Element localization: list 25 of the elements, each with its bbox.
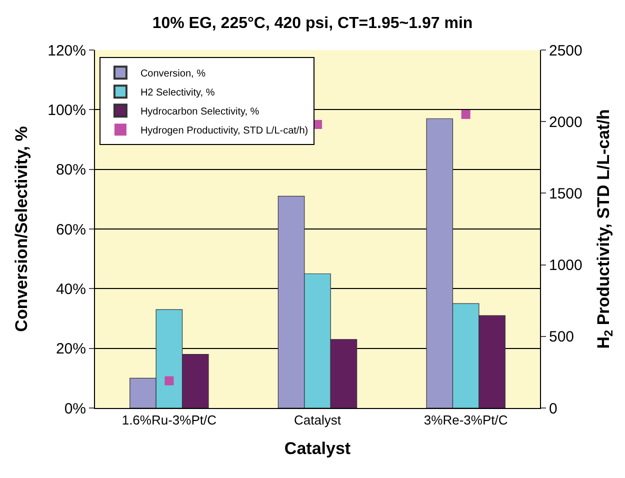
y-tick-label: 60% bbox=[56, 221, 86, 238]
y-tick-label: 0% bbox=[64, 400, 86, 418]
x-tick-label: Catalyst bbox=[294, 412, 342, 428]
x-axis-title: Catalyst bbox=[284, 439, 351, 458]
legend-label: Hydrocarbon Selectivity, % bbox=[140, 106, 260, 118]
y2-tick-label: 0 bbox=[549, 400, 558, 418]
y2-tick-label: 500 bbox=[549, 328, 574, 346]
x-tick-label: 1.6%Ru-3%Pt/C bbox=[122, 412, 216, 428]
legend-label: H2 Selectivity, % bbox=[140, 88, 215, 99]
y-tick-label: 40% bbox=[56, 280, 86, 298]
y2-tick-label: 2500 bbox=[549, 42, 582, 60]
legend-label: Conversion, % bbox=[140, 68, 206, 80]
point bbox=[461, 110, 470, 119]
legend-label: Hydrogen Productivity, STD L/L-cat/h) bbox=[140, 126, 308, 137]
y-axis-title: Conversion/Selectivity, % bbox=[12, 126, 32, 332]
x-tick-label: 3%Re-3%Pt/C bbox=[424, 412, 508, 428]
point bbox=[164, 376, 174, 386]
y-tick-label: 80% bbox=[56, 162, 86, 179]
y2-tick-label: 1000 bbox=[549, 257, 582, 274]
y-tick-label: 20% bbox=[56, 340, 86, 358]
y2-tick-label: 1500 bbox=[549, 185, 582, 202]
y-tick-label: 120% bbox=[48, 42, 86, 60]
chart-title: 10% EG, 225°C, 420 psi, CT=1.95~1.97 min bbox=[152, 14, 473, 32]
y2-tick-label: 2000 bbox=[549, 114, 582, 131]
y-tick-label: 100% bbox=[48, 102, 86, 119]
